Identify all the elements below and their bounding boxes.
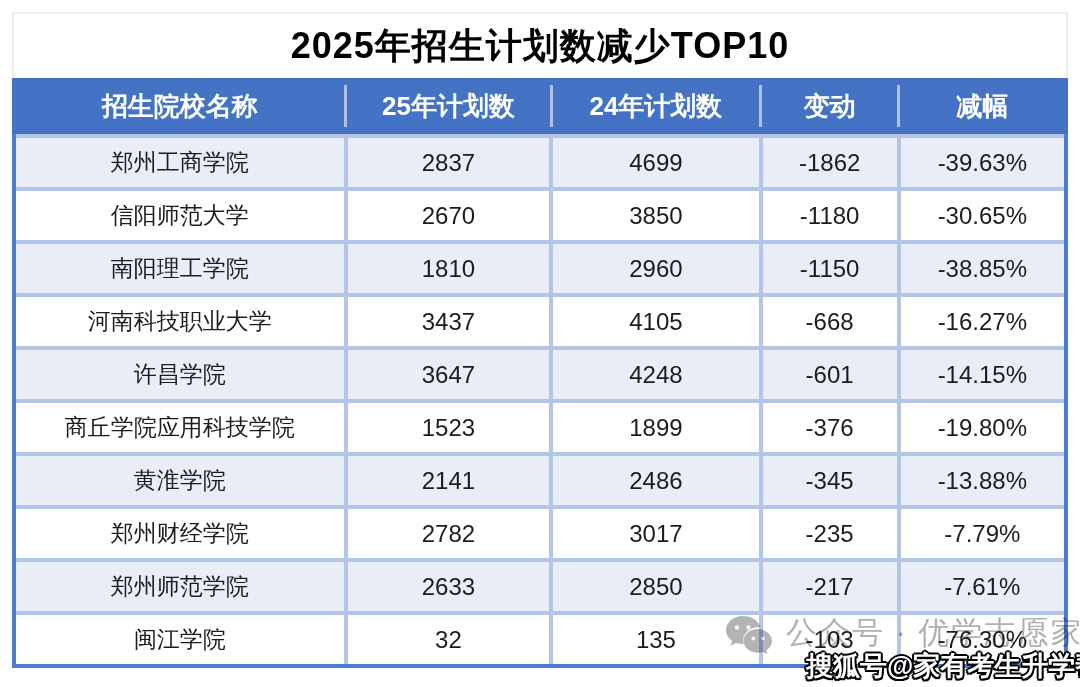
table-cell-r6-c4: -13.88% [901, 456, 1064, 505]
column-header-label: 减幅 [956, 89, 1008, 124]
table-body: 郑州工商学院28374699-1862-39.63% 信阳师范大学26703850… [12, 134, 1068, 668]
table-cell-r8-c0: 郑州师范学院 [16, 562, 344, 611]
table-cell-r8-c1: 2633 [348, 562, 550, 611]
column-header-label: 招生院校名称 [102, 89, 258, 124]
table-cell-r4-c0: 许昌学院 [16, 350, 344, 399]
table-cell-r5-c0: 商丘学院应用科技学院 [16, 403, 344, 452]
table-cell-r9-c0: 闽江学院 [16, 615, 344, 664]
table-cell-r0-c4: -39.63% [901, 138, 1064, 187]
table-cell-r7-c2: 3017 [553, 509, 758, 558]
table-cell-r1-c2: 3850 [553, 191, 758, 240]
table-cell-r7-c3: -235 [763, 509, 897, 558]
table-cell-r2-c1: 1810 [348, 244, 550, 293]
table-cell-r0-c3: -1862 [763, 138, 897, 187]
table-cell-r4-c2: 4248 [553, 350, 758, 399]
column-header-2: 24年计划数 [553, 78, 758, 134]
table-cell-r3-c3: -668 [763, 297, 897, 346]
table-cell-r6-c0: 黄淮学院 [16, 456, 344, 505]
table-cell-r8-c3: -217 [763, 562, 897, 611]
table-cell-r7-c1: 2782 [348, 509, 550, 558]
table-cell-r1-c3: -1180 [763, 191, 897, 240]
table-cell-r4-c4: -14.15% [901, 350, 1064, 399]
table-cell-r5-c3: -376 [763, 403, 897, 452]
title-band: 2025年招生计划数减少TOP10 [12, 12, 1068, 78]
table-cell-r1-c0: 信阳师范大学 [16, 191, 344, 240]
table-sheet: 2025年招生计划数减少TOP10 招生院校名称 25年计划数 24年计划数 变动 减幅… [12, 12, 1068, 668]
table-cell-r8-c2: 2850 [553, 562, 758, 611]
header-separator [550, 85, 553, 127]
table-header-row: 招生院校名称 25年计划数 24年计划数 变动 减幅 [12, 78, 1068, 134]
column-header-0: 招生院校名称 [16, 78, 344, 134]
column-header-label: 24年计划数 [589, 89, 722, 124]
table-cell-r1-c1: 2670 [348, 191, 550, 240]
column-header-label: 25年计划数 [382, 89, 515, 124]
table-cell-r5-c4: -19.80% [901, 403, 1064, 452]
header-separator [897, 85, 900, 127]
table-cell-r3-c4: -16.27% [901, 297, 1064, 346]
table-cell-r6-c1: 2141 [348, 456, 550, 505]
column-header-1: 25年计划数 [348, 78, 550, 134]
header-separator [759, 85, 762, 127]
table-cell-r2-c2: 2960 [553, 244, 758, 293]
table-cell-r7-c0: 郑州财经学院 [16, 509, 344, 558]
table-cell-r1-c4: -30.65% [901, 191, 1064, 240]
table-cell-r3-c2: 4105 [553, 297, 758, 346]
table-cell-r0-c1: 2837 [348, 138, 550, 187]
table-cell-r4-c3: -601 [763, 350, 897, 399]
table-cell-r3-c0: 河南科技职业大学 [16, 297, 344, 346]
table-cell-r2-c0: 南阳理工学院 [16, 244, 344, 293]
column-header-4: 减幅 [901, 78, 1064, 134]
table-cell-r2-c3: -1150 [763, 244, 897, 293]
table-cell-r5-c1: 1523 [348, 403, 550, 452]
table-cell-r0-c2: 4699 [553, 138, 758, 187]
table-cell-r4-c1: 3647 [348, 350, 550, 399]
table-cell-r7-c4: -7.79% [901, 509, 1064, 558]
table-cell-r9-c1: 32 [348, 615, 550, 664]
column-header-3: 变动 [763, 78, 897, 134]
table-cell-r2-c4: -38.85% [901, 244, 1064, 293]
page-title: 2025年招生计划数减少TOP10 [291, 22, 789, 71]
header-separator [344, 85, 347, 127]
table-cell-r5-c2: 1899 [553, 403, 758, 452]
column-header-label: 变动 [804, 89, 856, 124]
table-cell-r6-c2: 2486 [553, 456, 758, 505]
table-cell-r6-c3: -345 [763, 456, 897, 505]
table-cell-r0-c0: 郑州工商学院 [16, 138, 344, 187]
table-cell-r3-c1: 3437 [348, 297, 550, 346]
wechat-icon [722, 612, 776, 662]
sohu-watermark-text: 搜狐号@家有考生升学帮 [806, 648, 1080, 684]
table-cell-r8-c4: -7.61% [901, 562, 1064, 611]
